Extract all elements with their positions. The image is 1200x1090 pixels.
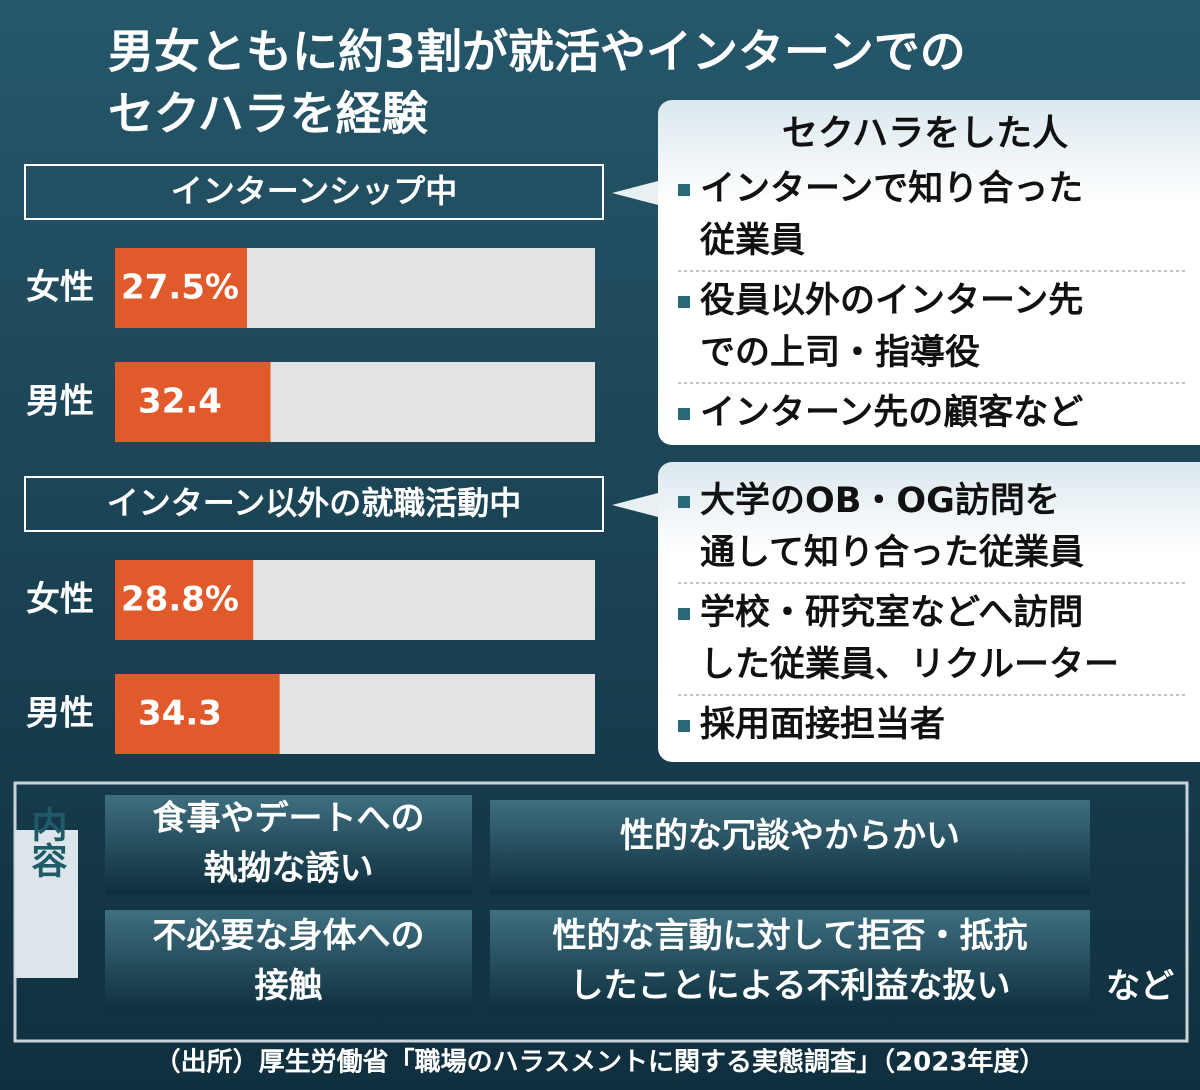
perpetrator-item: 従業員: [699, 221, 805, 261]
perpetrator-item: インターン先の顧客など: [700, 392, 1083, 433]
content-text: 執拗な誘い: [204, 849, 374, 889]
category-label: 女性: [26, 268, 94, 308]
content-text: 性的な言動に対して拒否・抵抗: [553, 916, 1028, 956]
bar: [115, 560, 254, 640]
perpetrator-item: 大学のOB・OG訪問を: [700, 480, 1060, 521]
perpetrator-item: 学校・研究室などへ訪問: [700, 592, 1083, 633]
content-cell: [105, 795, 472, 895]
title: 男女ともに約3割が就活やインターンでの: [108, 25, 966, 79]
content-label: 内容: [26, 806, 68, 878]
category-label: 男性: [26, 382, 94, 422]
perpetrator-item: インターンで知り合った: [700, 169, 1083, 209]
bullet: [678, 296, 690, 308]
content-label-box: [15, 830, 78, 978]
perpetrator-item: での上司・指導役: [700, 333, 980, 373]
value-label: 34.3: [138, 694, 222, 734]
value-label: 32.4: [138, 382, 222, 422]
content-text: したことによる不利益な扱い: [570, 966, 1011, 1006]
content-text: 接触: [255, 966, 323, 1006]
panel-heading: セクハラをした人: [782, 113, 1068, 154]
value-label: 28.8%: [121, 580, 239, 620]
content-cell: [105, 910, 472, 1015]
bullet: [678, 608, 690, 620]
perpetrator-item: 採用面接担当者: [700, 705, 945, 745]
bar: [115, 362, 271, 442]
panel-pointer: [612, 492, 662, 518]
category-label: 男性: [26, 694, 94, 734]
content-cell: [490, 910, 1090, 1015]
perpetrator-item: 通して知り合った従業員: [700, 533, 1084, 573]
section-header-box: [24, 476, 604, 532]
section-header-box: [24, 164, 604, 220]
perpetrator-panel: [658, 100, 1200, 445]
bar: [115, 248, 247, 328]
value-label: 27.5%: [121, 268, 239, 308]
content-suffix: など: [1106, 967, 1174, 1007]
source: （出所）厚生労働省「職場のハラスメントに関する実態調査」（2023年度）: [155, 1047, 1046, 1078]
section-header: インターンシップ中: [171, 172, 457, 210]
panel-pointer: [612, 180, 662, 206]
section-header: インターン以外の就職活動中: [107, 484, 521, 522]
title: セクハラを経験: [108, 87, 429, 141]
content-cell: [490, 800, 1090, 895]
bullet: [678, 720, 690, 732]
bullet: [678, 184, 690, 196]
perpetrator-item: した従業員、リクルーター: [700, 645, 1119, 685]
category-label: 女性: [26, 580, 94, 620]
content-text: 不必要な身体への: [153, 916, 425, 956]
content-text: 性的な冗談やからかい: [620, 816, 960, 856]
perpetrator-panel: [658, 462, 1200, 762]
bullet: [678, 408, 690, 420]
content-text: 食事やデートへの: [153, 799, 425, 839]
bar: [115, 674, 280, 754]
bullet: [678, 496, 690, 508]
perpetrator-item: 役員以外のインターン先: [700, 281, 1083, 321]
